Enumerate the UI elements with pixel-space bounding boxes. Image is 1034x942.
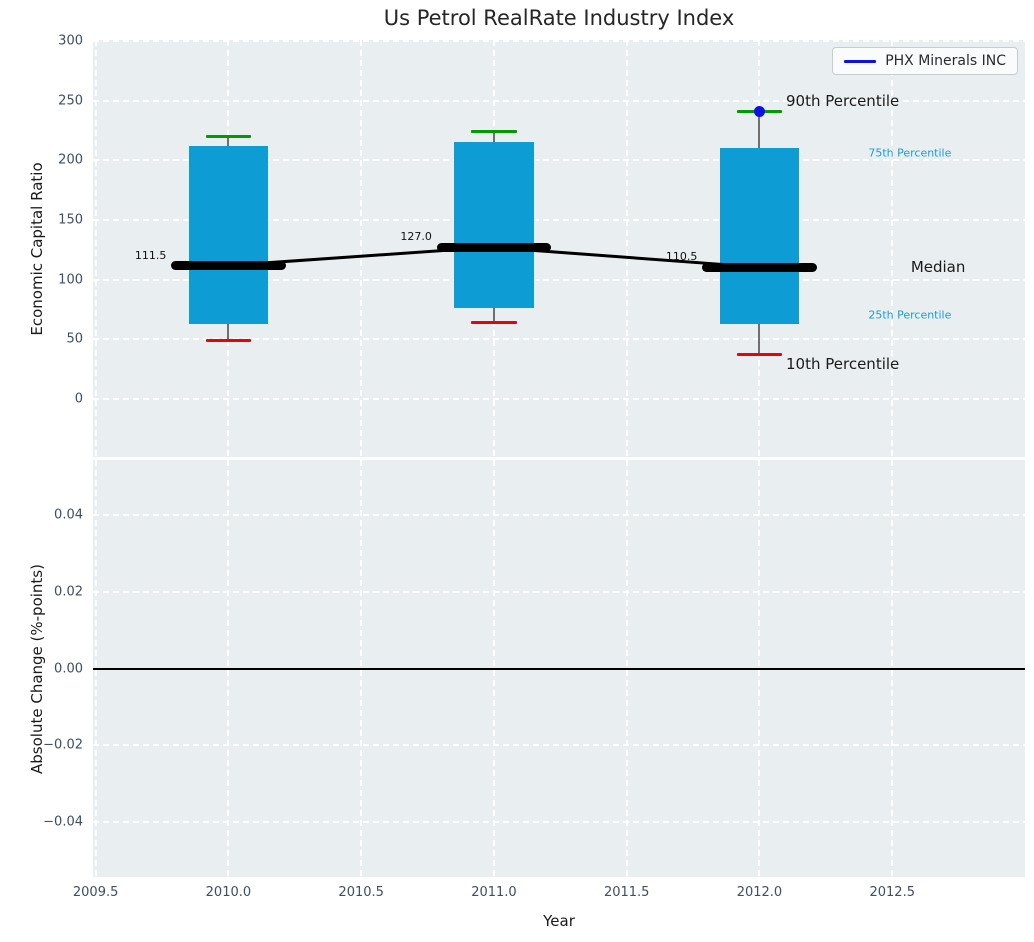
gridline-horizontal bbox=[93, 397, 1025, 400]
median-marker bbox=[702, 262, 817, 272]
x-tick-label: 2010.5 bbox=[338, 885, 384, 900]
top-y-tick-label: 250 bbox=[58, 93, 83, 109]
annotation-10th-percentile: 10th Percentile bbox=[786, 355, 900, 374]
top-y-axis-label: Economic Capital Ratio bbox=[28, 161, 46, 336]
gridline-horizontal bbox=[93, 278, 1025, 281]
median-marker bbox=[171, 261, 286, 271]
gridline-vertical bbox=[360, 40, 363, 457]
gridline-horizontal bbox=[93, 744, 1025, 746]
x-tick-label: 2011.5 bbox=[603, 885, 650, 900]
gridline-vertical bbox=[94, 40, 97, 457]
zero-change-line bbox=[93, 667, 1025, 670]
p10-cap bbox=[205, 339, 251, 343]
gridline-horizontal bbox=[93, 338, 1025, 341]
gridline-horizontal bbox=[93, 514, 1025, 517]
top-y-tick-label: 50 bbox=[66, 331, 83, 347]
p10-cap bbox=[736, 353, 783, 357]
x-tick-label: 2012.5 bbox=[869, 885, 915, 900]
legend: PHX Minerals INC bbox=[832, 47, 1018, 75]
annotation-25th-percentile: 25th Percentile bbox=[868, 308, 952, 322]
chart-title: Us Petrol RealRate Industry Index bbox=[383, 6, 735, 30]
bottom-axes bbox=[93, 460, 1025, 877]
x-tick-label: 2011.0 bbox=[471, 885, 517, 900]
iqr-box bbox=[454, 142, 534, 309]
gridline-vertical bbox=[891, 40, 894, 457]
top-axes: PHX Minerals INC 111.5 127.0 110.5 90th Per… bbox=[93, 39, 1025, 457]
iqr-box bbox=[719, 148, 800, 324]
median-value-label: 110.5 bbox=[665, 250, 698, 264]
gridline-horizontal bbox=[93, 39, 1025, 42]
top-y-tick-label: 200 bbox=[58, 152, 83, 168]
gridline-horizontal bbox=[93, 99, 1025, 102]
top-y-tick-label: 0 bbox=[74, 391, 83, 407]
p10-cap bbox=[471, 321, 517, 325]
x-tick-label: 2010.0 bbox=[205, 885, 252, 900]
gridline-vertical bbox=[625, 40, 628, 457]
x-tick-label: 2009.5 bbox=[72, 885, 119, 900]
median-value-label: 111.5 bbox=[134, 248, 167, 262]
p90-cap bbox=[471, 130, 517, 134]
annotation-90th-percentile: 90th Percentile bbox=[786, 91, 900, 110]
gridline-horizontal bbox=[93, 820, 1025, 823]
p90-cap bbox=[205, 134, 251, 138]
bottom-y-tick-label: 0.04 bbox=[54, 507, 83, 523]
x-tick-label: 2012.0 bbox=[736, 885, 783, 900]
legend-line-sample bbox=[844, 59, 877, 63]
gridline-horizontal bbox=[93, 218, 1025, 221]
median-value-label: 127.0 bbox=[400, 230, 432, 244]
bottom-y-tick-label: 0.00 bbox=[54, 661, 83, 676]
median-marker bbox=[436, 242, 552, 252]
bottom-y-tick-label: −0.02 bbox=[43, 737, 83, 753]
top-y-tick-label: 300 bbox=[58, 33, 83, 49]
gridline-horizontal bbox=[93, 590, 1025, 593]
company-point bbox=[753, 105, 765, 117]
top-y-tick-label: 150 bbox=[58, 212, 83, 228]
x-axis-label: Year bbox=[543, 912, 575, 930]
top-y-tick-label: 100 bbox=[58, 272, 83, 288]
gridline-horizontal bbox=[93, 159, 1025, 162]
legend-label: PHX Minerals INC bbox=[885, 53, 1006, 69]
iqr-box bbox=[188, 145, 269, 324]
bottom-y-tick-label: −0.04 bbox=[43, 814, 83, 830]
bottom-y-tick-label: 0.02 bbox=[54, 584, 83, 600]
annotation-75th-percentile: 75th Percentile bbox=[868, 146, 952, 160]
annotation-median: Median bbox=[910, 257, 966, 276]
